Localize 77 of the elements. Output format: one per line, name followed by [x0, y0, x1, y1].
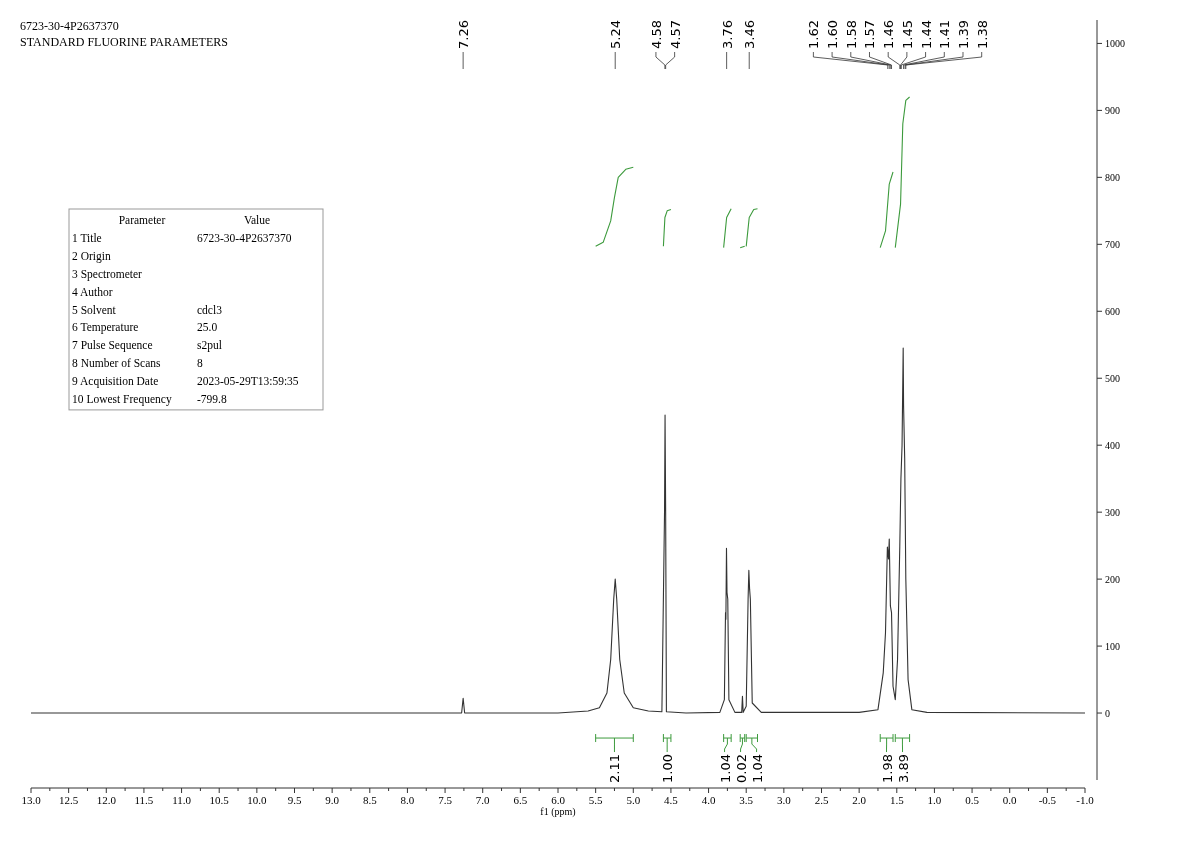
- x-tick-label: 10.5: [209, 794, 230, 806]
- x-tick-label: 8.5: [362, 794, 378, 806]
- annotation: 1.04: [749, 754, 765, 783]
- x-tick-label: 12.5: [59, 794, 79, 806]
- y-tick-label: 1000: [1105, 37, 1125, 49]
- text: 1 Title 6723-30-4P2637370: [72, 231, 292, 244]
- x-tick-label: 9.0: [325, 794, 340, 806]
- y-tick-label: 300: [1105, 506, 1120, 518]
- y-tick-label: 400: [1105, 439, 1120, 451]
- x-tick-label: 12.0: [96, 794, 117, 806]
- x-tick-label: 0.5: [965, 794, 980, 806]
- annotation: 0.02: [733, 754, 749, 783]
- annotation: 3.89: [895, 754, 911, 783]
- annotation: 5.24: [608, 20, 624, 49]
- x-tick-label: 3.5: [739, 794, 754, 806]
- annotation: 1.60: [825, 20, 841, 49]
- y-tick-label: 900: [1105, 104, 1120, 116]
- x-tick-label: 5.0: [626, 794, 641, 806]
- x-tick-label: 1.5: [889, 794, 905, 806]
- annotation: 1.41: [937, 20, 953, 49]
- annotation: 3.46: [742, 20, 758, 49]
- annotation: 2.11: [607, 754, 623, 783]
- text: Parameter Value: [118, 214, 271, 226]
- x-tick-label: 4.5: [664, 794, 679, 806]
- x-tick-label: 0.0: [1002, 794, 1018, 806]
- text: 5 Solvent cdcl3: [72, 303, 222, 316]
- x-tick-label: 7.5: [438, 794, 453, 806]
- y-tick-label: 500: [1105, 372, 1120, 384]
- annotation: 1.00: [660, 754, 676, 783]
- annotation: 1.04: [717, 754, 733, 783]
- annotation: 1.38: [974, 20, 990, 49]
- x-axis-title: f1 (ppm): [540, 806, 576, 818]
- annotation: 4 Author: [72, 285, 113, 298]
- annotation: 1.44: [918, 20, 934, 49]
- text: 8 Number of Scans 8: [72, 357, 203, 370]
- annotation: 1.45: [899, 20, 915, 49]
- x-tick-label: 5.5: [588, 794, 604, 806]
- x-tick-label: 9.5: [287, 794, 302, 806]
- annotation: 3 Spectrometer: [72, 267, 143, 281]
- annotation: 1.62: [806, 20, 822, 49]
- y-tick-label: 700: [1105, 238, 1120, 250]
- annotation: 1.98: [879, 754, 895, 783]
- x-tick-label: 4.0: [701, 794, 716, 806]
- x-tick-label: 13.0: [21, 794, 42, 806]
- x-tick-label: 8.0: [400, 794, 415, 806]
- annotation: 1.57: [862, 20, 878, 49]
- x-tick-label: -1.0: [1076, 794, 1095, 806]
- x-tick-label: 11.0: [172, 794, 192, 806]
- x-tick-label: 11.5: [134, 794, 154, 806]
- text: 9 Acquisition Date 2023-05-29T13:59:35: [72, 375, 299, 388]
- chart-title: 6723-30-4P2637370: [20, 19, 119, 33]
- annotation: 1.58: [843, 20, 859, 49]
- text: 7 Pulse Sequence s2pul: [72, 339, 222, 352]
- annotation: 3.76: [719, 20, 735, 49]
- annotation: 1.46: [881, 20, 897, 49]
- x-tick-label: 2.0: [852, 794, 867, 806]
- x-tick-label: 1.0: [927, 794, 942, 806]
- x-tick-label: -0.5: [1038, 794, 1057, 806]
- y-tick-label: 200: [1105, 573, 1120, 585]
- text: STANDARD FLUORINE PARAMETERS: [20, 35, 228, 49]
- x-tick-label: 3.0: [776, 794, 792, 806]
- annotation: 7.26: [456, 20, 472, 49]
- x-tick-label: 7.0: [475, 794, 491, 806]
- annotation: 1.39: [955, 20, 971, 49]
- x-tick-label: 6.0: [551, 794, 566, 806]
- y-tick-label: 600: [1105, 305, 1120, 317]
- y-tick-label: 800: [1105, 171, 1120, 183]
- text: 10 Lowest Frequency -799.8: [72, 393, 227, 405]
- y-tick-label: 0: [1105, 707, 1110, 719]
- annotation: 4.58: [648, 20, 664, 49]
- y-tick-label: 100: [1105, 640, 1120, 652]
- x-tick-label: 10.0: [247, 794, 267, 806]
- x-tick-label: 6.5: [513, 794, 528, 806]
- x-tick-label: 2.5: [814, 794, 829, 806]
- annotation: 2 Origin: [72, 249, 111, 263]
- annotation: 4.57: [667, 20, 683, 49]
- text: 6 Temperature 25.0: [72, 321, 218, 334]
